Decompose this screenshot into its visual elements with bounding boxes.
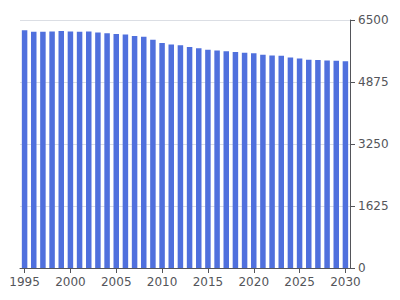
svg-text:1995: 1995 bbox=[9, 275, 40, 289]
svg-text:2010: 2010 bbox=[147, 275, 178, 289]
svg-text:6500: 6500 bbox=[358, 13, 389, 27]
svg-text:2025: 2025 bbox=[284, 275, 315, 289]
svg-text:1625: 1625 bbox=[358, 199, 389, 213]
svg-text:2030: 2030 bbox=[330, 275, 361, 289]
svg-text:2015: 2015 bbox=[193, 275, 224, 289]
svg-text:0: 0 bbox=[358, 261, 366, 275]
svg-text:3250: 3250 bbox=[358, 137, 389, 151]
svg-text:2020: 2020 bbox=[238, 275, 269, 289]
svg-text:4875: 4875 bbox=[358, 75, 389, 89]
svg-text:2000: 2000 bbox=[55, 275, 86, 289]
svg-text:2005: 2005 bbox=[101, 275, 132, 289]
